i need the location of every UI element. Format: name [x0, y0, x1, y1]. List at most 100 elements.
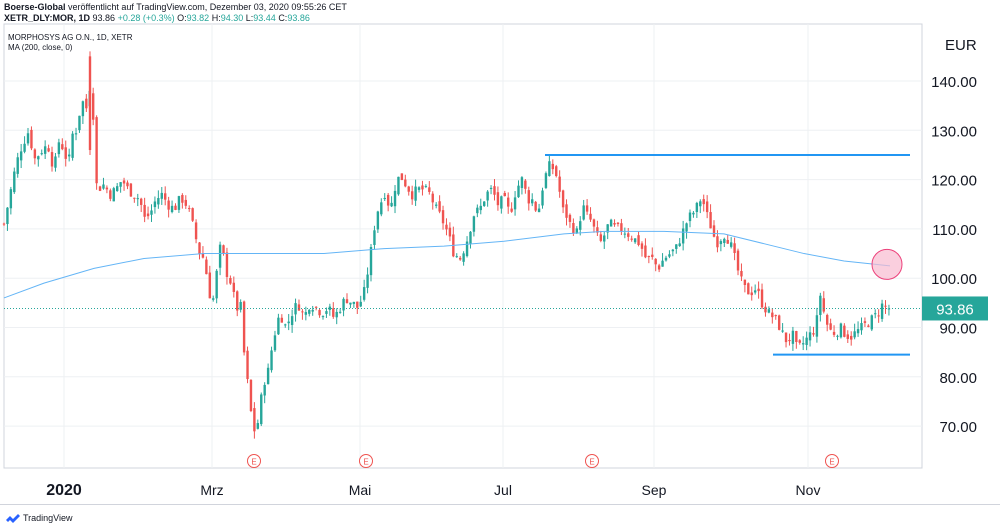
candle-body [678, 243, 681, 247]
earnings-event-icon: E [825, 454, 839, 468]
candle-body [856, 329, 860, 334]
candle-body [777, 315, 781, 330]
candle-body [414, 186, 417, 201]
y-tick-label: 80.00 [939, 370, 977, 387]
candle-body [85, 98, 88, 109]
candle-body [527, 190, 530, 204]
candle-body [675, 244, 678, 249]
moving-average [3, 230, 891, 299]
candle-body [386, 194, 390, 206]
candle-body [455, 256, 458, 258]
candle-body [819, 295, 822, 315]
candle-body [136, 198, 139, 200]
candles [2, 51, 891, 439]
candle-body [788, 339, 791, 342]
l-label: L: [245, 13, 254, 23]
candle-body [829, 323, 832, 330]
candle-body [359, 301, 362, 307]
candle-body [654, 258, 657, 265]
candle-body [757, 288, 760, 292]
candle-body [685, 223, 688, 232]
candle-body [191, 208, 194, 221]
earnings-event-circle [825, 454, 839, 468]
candle-body [729, 242, 733, 247]
candle-body [616, 222, 620, 225]
candle-body [500, 196, 503, 209]
candle-body [880, 303, 884, 319]
candle-body [822, 298, 825, 312]
grid-lines [4, 24, 922, 468]
candle-body [438, 201, 441, 212]
candle-body [812, 333, 815, 335]
x-tick-label: Mai [349, 482, 372, 498]
candle-body [726, 239, 729, 244]
candle-body [884, 305, 887, 307]
plot-frame [3, 23, 923, 469]
candle-body [19, 151, 23, 161]
candle-body [160, 192, 163, 199]
candle-body [194, 222, 198, 240]
candle-body [177, 196, 181, 210]
candle-body [212, 298, 215, 300]
candle-body [380, 202, 383, 215]
candle-body [61, 144, 64, 150]
candle-body [517, 185, 520, 198]
candle-body [64, 147, 67, 159]
candle-body [712, 225, 716, 237]
candle-body [462, 253, 465, 262]
candle-body [126, 182, 129, 187]
candle-body [26, 133, 30, 144]
candle-body [215, 270, 218, 299]
candle-body [644, 245, 647, 258]
candle-body [256, 423, 260, 429]
candle-body [651, 254, 654, 257]
x-tick-label: 2020 [46, 482, 82, 499]
candle-body [801, 343, 805, 345]
candle-body [30, 129, 33, 149]
candle-body [695, 202, 699, 213]
candle-body [102, 184, 105, 189]
candle-body [311, 309, 314, 312]
candle-body [174, 205, 177, 210]
candle-body [352, 301, 356, 304]
currency-box [930, 30, 994, 56]
candle-body [479, 205, 482, 211]
candle-body [603, 235, 606, 242]
candle-body [870, 315, 873, 330]
candle-body [774, 315, 777, 317]
h-label: H: [211, 13, 221, 23]
candle-body [877, 315, 880, 317]
candle-body [465, 241, 469, 257]
candle-body [555, 166, 558, 177]
candle-body [71, 133, 74, 158]
candle-body [407, 186, 410, 192]
candle-body [246, 350, 249, 380]
candle-body [297, 304, 301, 311]
candle-body [585, 205, 589, 212]
candle-body [91, 93, 95, 120]
candle-body [112, 188, 115, 202]
tradingview-logo-icon [6, 513, 20, 523]
earnings-event-circle [585, 454, 599, 468]
tradingview-brand: TradingView [23, 513, 73, 523]
candle-body [304, 312, 308, 315]
tradingview-footer[interactable]: TradingView [6, 512, 73, 524]
candle-body [150, 210, 153, 215]
y-tick-label: 70.00 [939, 419, 977, 436]
drawings[interactable] [545, 153, 910, 356]
x-tick-label: Sep [642, 482, 667, 498]
earnings-event-icon: E [247, 454, 261, 468]
candle-body [568, 214, 572, 222]
x-tick-label: Mrz [200, 482, 223, 498]
candle-body [383, 197, 386, 200]
candle-body [705, 201, 709, 213]
candle-body [733, 243, 736, 254]
candle-body [263, 384, 266, 396]
candle-body [54, 156, 57, 168]
candle-body [572, 223, 575, 234]
candle-body [164, 193, 167, 200]
candle-body [345, 299, 349, 304]
candle-body [431, 193, 434, 203]
candle-body [826, 314, 829, 325]
